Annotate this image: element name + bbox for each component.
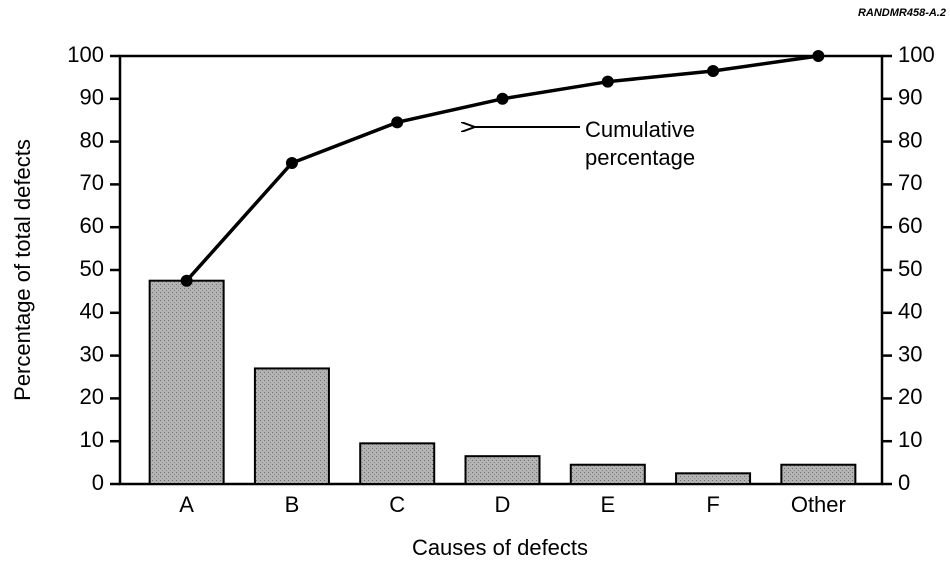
y-tick-label: 60 — [80, 213, 104, 238]
line-point — [180, 274, 193, 287]
y2-tick-label: 90 — [898, 85, 922, 110]
y2-tick-label: 10 — [898, 427, 922, 452]
y-tick-label: 20 — [80, 384, 104, 409]
bar — [464, 455, 541, 485]
x-tick-label: B — [285, 492, 300, 517]
annotation-line: percentage — [585, 145, 695, 170]
y-tick-label: 0 — [92, 470, 104, 495]
bar — [675, 472, 752, 485]
y2-tick-label: 80 — [898, 127, 922, 152]
line-point — [812, 50, 825, 62]
y-tick-label: 10 — [80, 427, 104, 452]
y2-tick-label: 20 — [898, 384, 922, 409]
y-tick-label: 90 — [80, 85, 104, 110]
y2-tick-label: 70 — [898, 170, 922, 195]
line-point — [285, 157, 298, 169]
x-tick-label: F — [706, 492, 719, 517]
y2-tick-label: 30 — [898, 341, 922, 366]
y-tick-label: 40 — [80, 299, 104, 324]
plot-frame — [118, 54, 884, 486]
y-tick-label: 100 — [67, 42, 104, 67]
y-tick-label: 70 — [80, 170, 104, 195]
y2-tick-label: 50 — [898, 256, 922, 281]
y2-tick-label: 0 — [898, 470, 910, 495]
x-tick-label: D — [495, 492, 511, 517]
x-tick-label: E — [600, 492, 615, 517]
line-point — [496, 92, 509, 105]
line-point — [391, 116, 404, 129]
x-tick-label: Other — [791, 492, 846, 517]
y2-tick-label: 60 — [898, 213, 922, 238]
bar — [148, 279, 225, 486]
bar — [359, 442, 436, 485]
y-tick-label: 80 — [80, 127, 104, 152]
y2-tick-label: 40 — [898, 299, 922, 324]
y2-tick-label: 100 — [898, 42, 935, 67]
x-tick-label: A — [179, 492, 194, 517]
cumulative-line — [185, 54, 819, 282]
y-tick-label: 30 — [80, 341, 104, 366]
bar — [253, 367, 330, 485]
bar — [780, 463, 857, 485]
annotation-line: Cumulative — [585, 117, 695, 142]
x-axis-label: Causes of defects — [412, 535, 588, 560]
x-tick-label: C — [389, 492, 405, 517]
bar — [569, 463, 646, 485]
y-axis-label: Percentage of total defects — [10, 139, 35, 401]
y-tick-label: 50 — [80, 256, 104, 281]
line-point — [707, 64, 720, 77]
source-label: RANDMR458-A.2 — [858, 7, 946, 19]
line-point — [601, 75, 614, 88]
